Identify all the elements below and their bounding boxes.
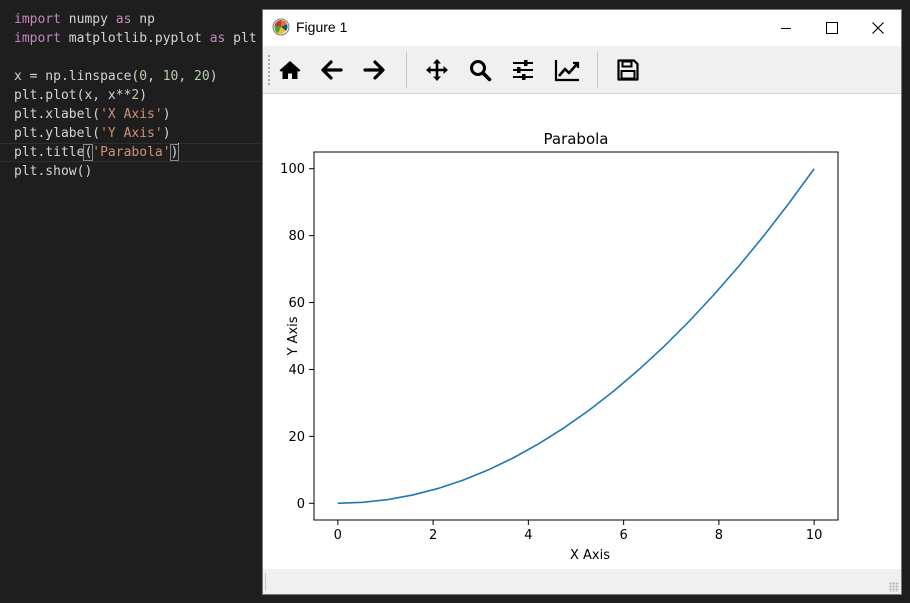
y-tick-label: 20 <box>288 430 305 445</box>
code-token: x = np.linspace( <box>14 69 140 84</box>
code-token: 0 <box>139 69 148 84</box>
toolbar <box>263 46 901 94</box>
zoom-button[interactable] <box>462 52 498 88</box>
status-bar <box>263 569 901 594</box>
arrow-right-icon <box>363 60 385 80</box>
code-token: plt.show() <box>14 164 93 179</box>
code-line: import matplotlib.pyplot as plt <box>14 29 257 48</box>
x-tick-label: 0 <box>334 528 342 543</box>
save-button[interactable] <box>610 52 646 88</box>
subplots-button[interactable] <box>505 52 541 88</box>
arrow-left-icon <box>321 60 343 80</box>
code-token: 'Y Axis' <box>100 126 163 141</box>
line-chart[interactable]: 0 2 4 6 8 10 0 20 40 60 80 100 Parabola X Axis Y A… <box>263 94 901 570</box>
code-token: ) <box>162 126 171 141</box>
window-title: Figure 1 <box>296 19 348 35</box>
close-icon <box>872 22 884 34</box>
figure-window: Figure 1 <box>262 9 902 595</box>
code-token: import <box>14 12 61 27</box>
floppy-disk-icon <box>617 59 639 81</box>
x-tick-label: 4 <box>524 528 532 543</box>
code-token: plt.xlabel( <box>14 107 101 122</box>
line-chart-icon <box>554 60 580 82</box>
text-caret <box>178 143 180 158</box>
code-token: 10 <box>162 69 179 84</box>
code-token: ) <box>209 69 218 84</box>
move-icon <box>426 59 448 81</box>
close-button[interactable] <box>855 10 901 46</box>
code-token: ) <box>169 144 180 161</box>
maximize-button[interactable] <box>809 10 855 46</box>
code-token: as <box>209 31 226 46</box>
code-token: plt.plot(x, x** <box>14 88 132 103</box>
x-ticks: 0 2 4 6 8 10 <box>334 520 823 543</box>
x-tick-label: 10 <box>806 528 823 543</box>
code-token: ) <box>162 107 171 122</box>
minimize-button[interactable] <box>763 10 809 46</box>
y-tick-label: 80 <box>288 229 305 244</box>
code-line: plt.title('Parabola') <box>14 143 180 162</box>
current-line-highlight <box>0 143 262 162</box>
code-token: import <box>14 31 61 46</box>
x-tick-label: 2 <box>429 528 437 543</box>
code-token: numpy <box>60 12 116 27</box>
code-token: plt <box>225 31 257 46</box>
home-button[interactable] <box>272 52 308 88</box>
sliders-icon <box>513 60 533 80</box>
code-line: plt.plot(x, x**2) <box>14 86 147 105</box>
y-tick-label: 0 <box>297 497 305 512</box>
toolbar-separator <box>406 52 407 88</box>
code-token: ) <box>139 88 148 103</box>
minimize-icon <box>781 28 791 29</box>
code-editor[interactable]: import numpy as np import matplotlib.pypl… <box>0 0 262 603</box>
y-tick-label: 40 <box>288 363 305 378</box>
y-tick-label: 100 <box>280 162 305 177</box>
y-axis-label: Y Axis <box>286 316 301 356</box>
figure-canvas[interactable]: 0 2 4 6 8 10 0 20 40 60 80 100 Parabola X Axis Y A… <box>263 94 901 570</box>
x-tick-label: 6 <box>619 528 627 543</box>
back-button[interactable] <box>314 52 350 88</box>
code-token: as <box>115 12 132 27</box>
code-token: 'X Axis' <box>100 107 163 122</box>
toolbar-grip[interactable] <box>267 54 271 86</box>
toolbar-separator <box>597 52 598 88</box>
code-token: np <box>131 12 155 27</box>
code-token: 'Parabola' <box>92 145 171 160</box>
magnifier-icon <box>470 60 492 82</box>
code-token: plt.ylabel( <box>14 126 101 141</box>
edit-axis-button[interactable] <box>549 52 585 88</box>
home-icon <box>279 61 301 79</box>
series-line <box>337 168 815 505</box>
resize-grip[interactable] <box>889 582 899 592</box>
y-tick-label: 60 <box>288 296 305 311</box>
code-token: plt.title <box>14 145 85 160</box>
maximize-icon <box>826 22 838 34</box>
code-line: plt.xlabel('X Axis') <box>14 105 171 124</box>
code-line: x = np.linspace(0, 10, 20) <box>14 67 218 86</box>
code-line: import numpy as np <box>14 10 155 29</box>
code-line: plt.ylabel('Y Axis') <box>14 124 171 143</box>
code-token: 2 <box>131 88 140 103</box>
pan-button[interactable] <box>419 52 455 88</box>
code-token: 20 <box>194 69 210 84</box>
matplotlib-logo-icon <box>272 18 290 36</box>
axes-frame <box>313 151 839 521</box>
code-token: matplotlib.pyplot <box>60 31 210 46</box>
y-ticks: 0 20 40 60 80 100 <box>280 162 314 512</box>
code-token: , <box>147 69 163 84</box>
x-tick-label: 8 <box>715 528 723 543</box>
title-bar[interactable]: Figure 1 <box>263 10 901 46</box>
forward-button[interactable] <box>356 52 392 88</box>
chart-title: Parabola <box>544 130 609 148</box>
code-line: plt.show() <box>14 162 92 181</box>
x-axis-label: X Axis <box>570 548 610 563</box>
code-token: , <box>178 69 195 84</box>
status-bar-divider <box>265 573 266 591</box>
code-token: ( <box>83 144 94 161</box>
